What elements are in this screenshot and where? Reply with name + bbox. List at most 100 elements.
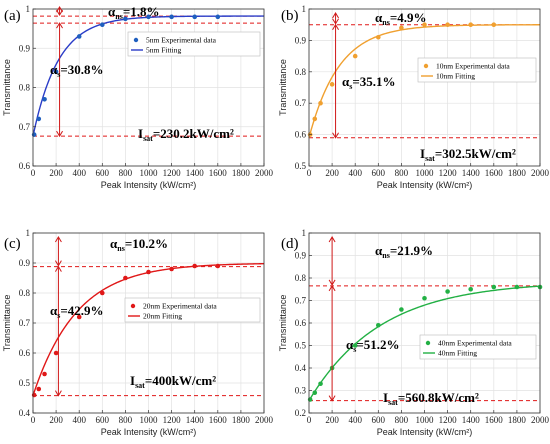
data-point: [376, 34, 381, 40]
y-tick-label: 0.5: [295, 341, 307, 351]
y-tick-label: 1: [302, 228, 307, 238]
x-tick-label: 2000: [531, 168, 550, 178]
data-point: [307, 397, 313, 402]
data-point: [468, 286, 474, 292]
data-point: [169, 266, 174, 272]
x-tick-label: 0: [31, 168, 36, 178]
y-tick-label: 1: [26, 228, 31, 238]
y-tick-label: 0.8: [19, 83, 31, 93]
x-tick-label: 1200: [163, 415, 182, 425]
y-tick-label: 0.8: [295, 273, 307, 283]
data-point: [422, 22, 427, 28]
x-tick-label: 0: [307, 168, 312, 178]
data-point: [329, 82, 335, 87]
chart-panel-4: 0 200 400 600 800 1000 1200 1400 1600 1800 2000 0.2…: [278, 228, 550, 437]
y-axis-label: Transmittance: [2, 59, 12, 116]
y-tick-label: 0.7: [19, 318, 31, 328]
x-tick-label: 2000: [255, 168, 274, 178]
nonsaturable-arrow-tail: [332, 12, 339, 19]
data-point: [76, 314, 82, 320]
x-tick-label: 1200: [439, 415, 458, 425]
saturable-arrow-head: [56, 22, 63, 29]
y-tick-label: 0.6: [295, 130, 307, 140]
data-point: [445, 22, 450, 28]
alpha-s-annotation: αs=35.1%: [342, 74, 396, 91]
isat-annotation: Isat=302.5kW/cm²: [420, 146, 516, 163]
data-point: [318, 381, 323, 387]
y-tick-label: 0.3: [295, 386, 307, 396]
x-axis-label: Peak Intensity (kW/cm²): [101, 180, 197, 190]
y-tick-label: 0.7: [19, 122, 31, 132]
alpha-s-annotation: αs=42.9%: [50, 303, 104, 320]
data-point: [318, 100, 323, 106]
legend-box: [127, 31, 261, 57]
legend-marker-data: [425, 340, 431, 346]
x-tick-label: 400: [72, 168, 86, 178]
x-tick-label: 1000: [416, 415, 435, 425]
x-tick-label: 1200: [439, 168, 458, 178]
y-tick-label: 0.9: [295, 251, 307, 261]
x-tick-label: 400: [72, 415, 86, 425]
nonsaturable-arrow-tail: [328, 236, 336, 243]
x-tick-label: 2000: [531, 415, 550, 425]
x-tick-label: 1400: [186, 415, 205, 425]
y-tick-label: 0.4: [295, 363, 307, 373]
x-tick-label: 1600: [209, 168, 228, 178]
nonsaturable-arrow-head: [332, 18, 339, 25]
x-tick-label: 200: [49, 168, 63, 178]
y-axis-label: Transmittance: [278, 59, 288, 116]
data-point: [352, 343, 358, 348]
chart-panel-3: 0 200 400 600 800 1000 1200 1400 1600 1800 2000 0.4…: [2, 228, 274, 437]
alpha-s-annotation: αs=30.8%: [50, 62, 104, 79]
data-point: [312, 116, 318, 122]
chart-panel-1: 0 200 400 600 800 1000 1200 1400 1600 1800 2000 0.6…: [2, 4, 274, 190]
legend-label-fit: 20nm Fitting: [143, 312, 182, 321]
y-tick-label: 0.6: [19, 348, 31, 358]
nonsaturable-arrow-tail: [54, 236, 62, 243]
data-point: [146, 14, 151, 20]
data-point: [192, 14, 197, 20]
y-axis-label: Transmittance: [2, 295, 12, 352]
data-point: [468, 22, 474, 28]
data-point: [215, 263, 221, 269]
legend-marker-data: [133, 37, 139, 43]
x-tick-label: 1000: [140, 415, 159, 425]
data-point: [76, 34, 82, 39]
legend-box: [417, 57, 537, 83]
data-point: [376, 322, 381, 328]
x-axis-label: Peak Intensity (kW/cm²): [377, 427, 473, 437]
y-axis-label: Transmittance: [278, 295, 288, 352]
data-point: [100, 290, 105, 296]
x-tick-label: 1600: [485, 415, 504, 425]
data-point: [399, 307, 404, 312]
data-point: [123, 16, 128, 22]
data-point: [36, 386, 42, 392]
isat-annotation: Isat=400kW/cm²: [130, 373, 216, 390]
saturable-arrow-tail: [56, 130, 63, 138]
x-tick-label: 1800: [232, 415, 251, 425]
nonsaturable-arrow-head: [54, 260, 62, 267]
y-tick-label: 0.9: [19, 43, 31, 53]
alpha-s-annotation: αs=51.2%: [346, 337, 400, 354]
x-tick-label: 1200: [163, 168, 182, 178]
y-tick-label: 0.7: [295, 296, 307, 306]
data-point: [514, 284, 520, 290]
legend-label-fit: 5nm Fitting: [146, 46, 181, 55]
saturable-arrow-tail: [54, 390, 62, 397]
data-point: [422, 295, 427, 301]
alpha-ns-annotation: αns=10.2%: [110, 236, 168, 253]
x-tick-label: 800: [395, 168, 409, 178]
y-tick-label: 0.8: [19, 288, 31, 298]
y-tick-label: 0.4: [19, 408, 31, 418]
panel-label: (d): [281, 236, 299, 252]
nonsaturable-arrow-head: [56, 6, 63, 13]
legend-label-data: 10nm Experimental data: [436, 62, 510, 71]
x-tick-label: 0: [307, 415, 312, 425]
x-tick-label: 200: [325, 415, 339, 425]
x-tick-label: 1800: [508, 168, 527, 178]
legend-label-data: 5nm Experimental data: [146, 36, 217, 45]
